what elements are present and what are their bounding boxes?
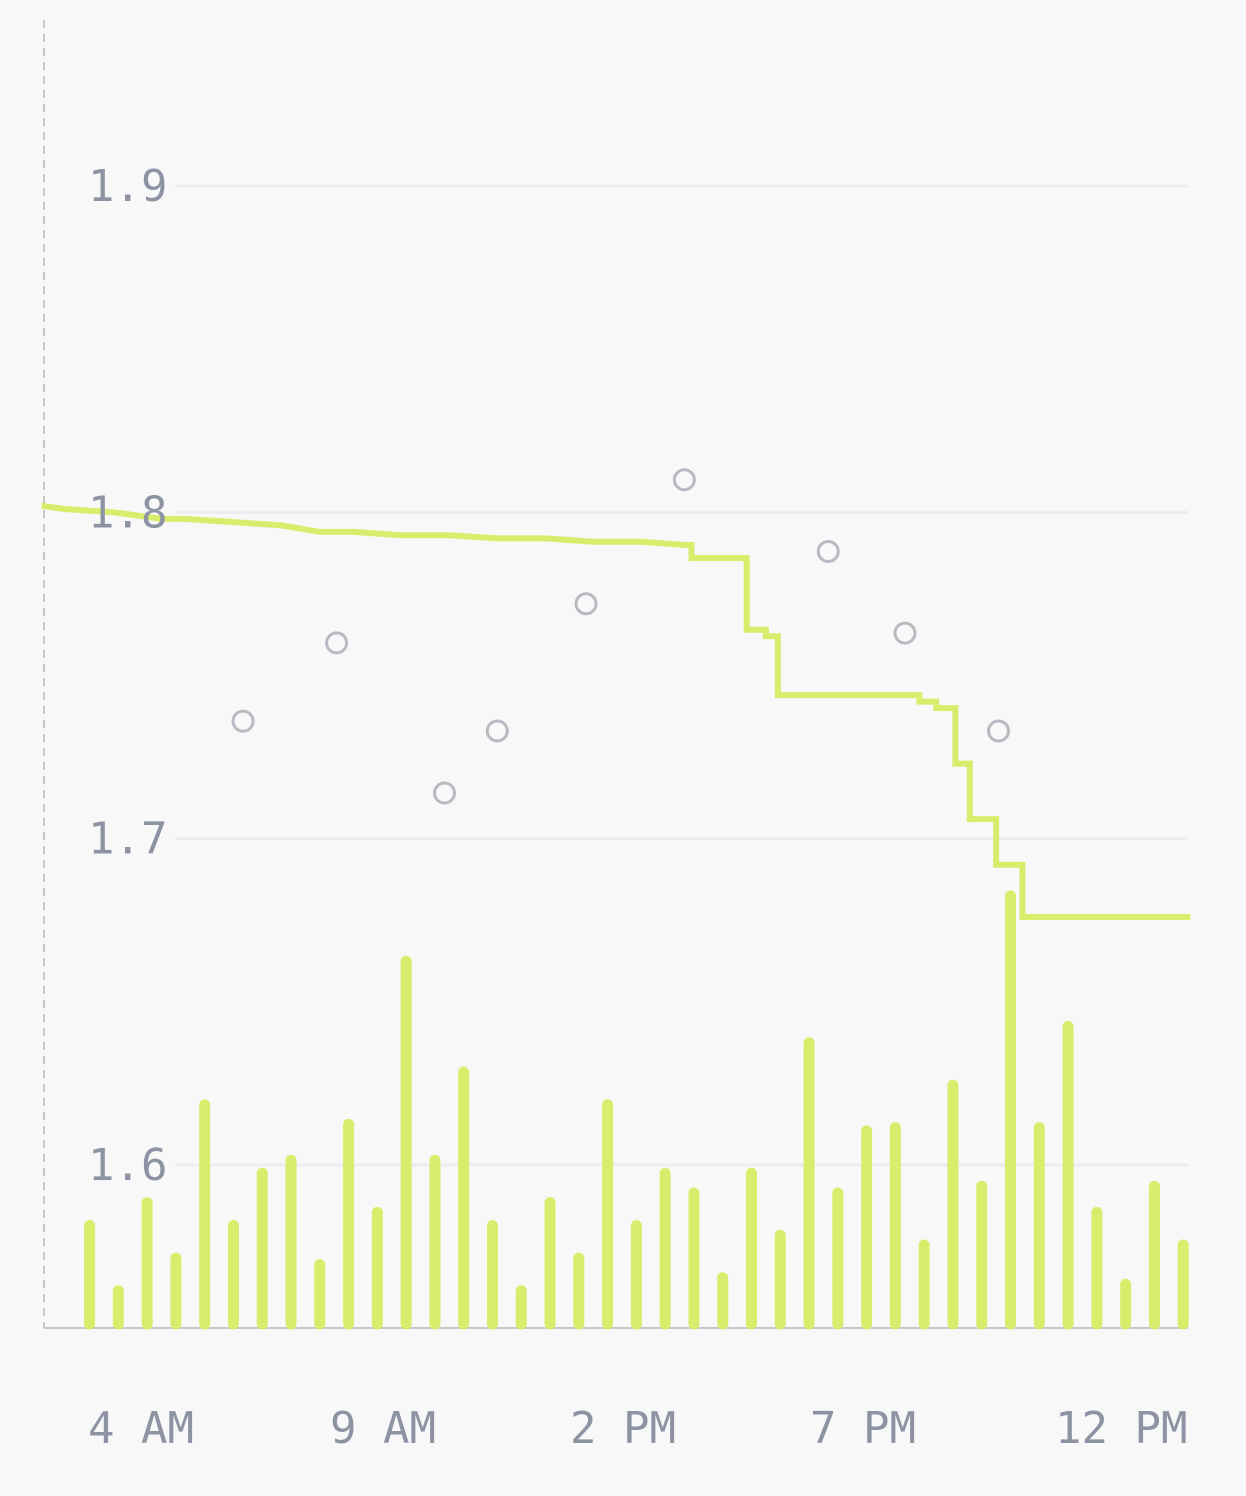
- x-tick-label: 12 PM: [1055, 1403, 1187, 1454]
- scatter-points: [231, 468, 1011, 805]
- scatter-point: [987, 719, 1011, 743]
- grid-lines: [175, 184, 1188, 1167]
- y-tick-label: 1.8: [88, 487, 167, 538]
- scatter-point: [574, 592, 598, 616]
- scatter-point: [231, 709, 255, 733]
- bar-series: [84, 890, 1189, 1330]
- scatter-point: [672, 468, 696, 492]
- x-tick-label: 2 PM: [570, 1403, 676, 1454]
- y-tick-label: 1.7: [88, 814, 167, 865]
- y-tick-label: 1.9: [88, 161, 167, 212]
- trend-step-line: [41, 502, 1191, 920]
- y-tick-label: 1.6: [88, 1140, 167, 1191]
- scatter-point: [433, 781, 457, 805]
- scatter-point: [816, 539, 840, 563]
- scatter-point: [325, 631, 349, 655]
- x-tick-label: 7 PM: [810, 1403, 916, 1454]
- y-tick-labels: 1.6 1.7 1.8 1.9: [88, 161, 167, 1191]
- scatter-point: [485, 719, 509, 743]
- x-tick-label: 9 AM: [330, 1403, 436, 1454]
- x-tick-labels: 4 AM 9 AM 2 PM 7 PM 12 PM: [88, 1403, 1187, 1454]
- x-tick-label: 4 AM: [88, 1403, 194, 1454]
- scatter-point: [893, 621, 917, 645]
